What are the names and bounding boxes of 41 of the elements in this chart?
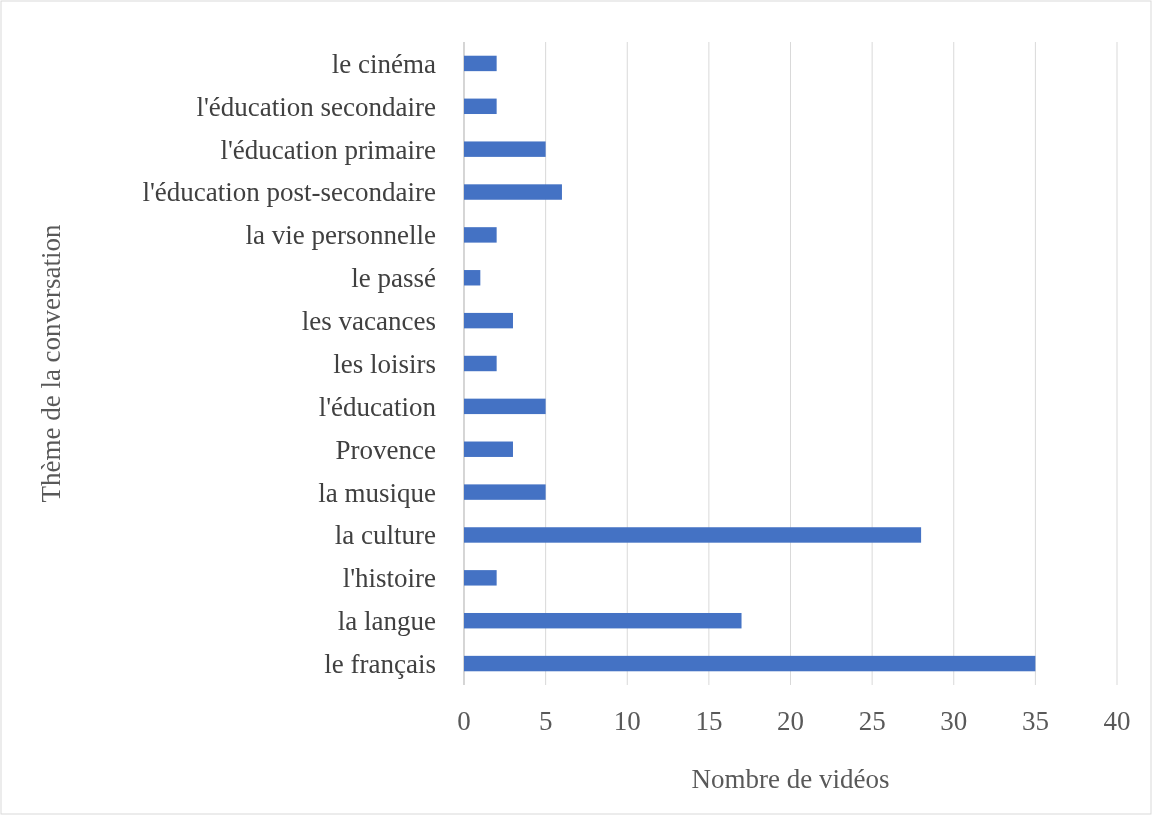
- x-tick-label: 0: [457, 706, 471, 736]
- y-tick-label: l'éducation primaire: [220, 134, 437, 165]
- bar: [464, 312, 513, 329]
- bar: [464, 484, 546, 500]
- bar: [464, 655, 1036, 672]
- bar: [464, 355, 497, 372]
- y-tick-label: la musique: [318, 477, 437, 508]
- bar: [464, 141, 546, 157]
- y-tick-label: le cinéma: [331, 48, 436, 79]
- x-tick-label: 20: [777, 706, 804, 736]
- y-tick-label: les vacances: [301, 306, 436, 337]
- bar: [464, 184, 562, 200]
- y-tick-label: l'éducation secondaire: [196, 91, 437, 122]
- y-tick-label: la langue: [337, 606, 436, 637]
- bar: [464, 398, 546, 415]
- bar: [464, 270, 481, 286]
- y-tick-label: l'éducation: [318, 391, 437, 422]
- x-axis-title: Nombre de vidéos: [691, 764, 890, 794]
- x-tick-label: 35: [1021, 706, 1049, 736]
- bar: [464, 612, 742, 629]
- x-tick-label: 30: [940, 706, 968, 736]
- y-tick-label: la culture: [334, 520, 437, 551]
- x-tick-label: 40: [1103, 706, 1131, 736]
- x-tick-label: 10: [613, 706, 641, 736]
- bar: [464, 55, 497, 72]
- x-tick-label: 5: [538, 706, 553, 736]
- y-tick-label: l'éducation post-secondaire: [142, 177, 437, 208]
- y-tick-label: l'histoire: [342, 563, 437, 594]
- bar: [464, 441, 513, 457]
- bar: [464, 527, 922, 543]
- y-axis-title: Thème de la conversation: [36, 223, 66, 503]
- y-tick-label: les loisirs: [333, 348, 436, 379]
- y-tick-label: le français: [324, 649, 436, 680]
- y-tick-label: la vie personnelle: [245, 220, 436, 251]
- y-tick-label: Provence: [335, 434, 437, 465]
- y-tick-label: le passé: [351, 263, 437, 294]
- x-tick-label: 25: [858, 706, 886, 736]
- bar: [464, 98, 497, 115]
- bar: [464, 227, 497, 243]
- bar: [464, 570, 497, 586]
- x-tick-label: 15: [695, 706, 723, 736]
